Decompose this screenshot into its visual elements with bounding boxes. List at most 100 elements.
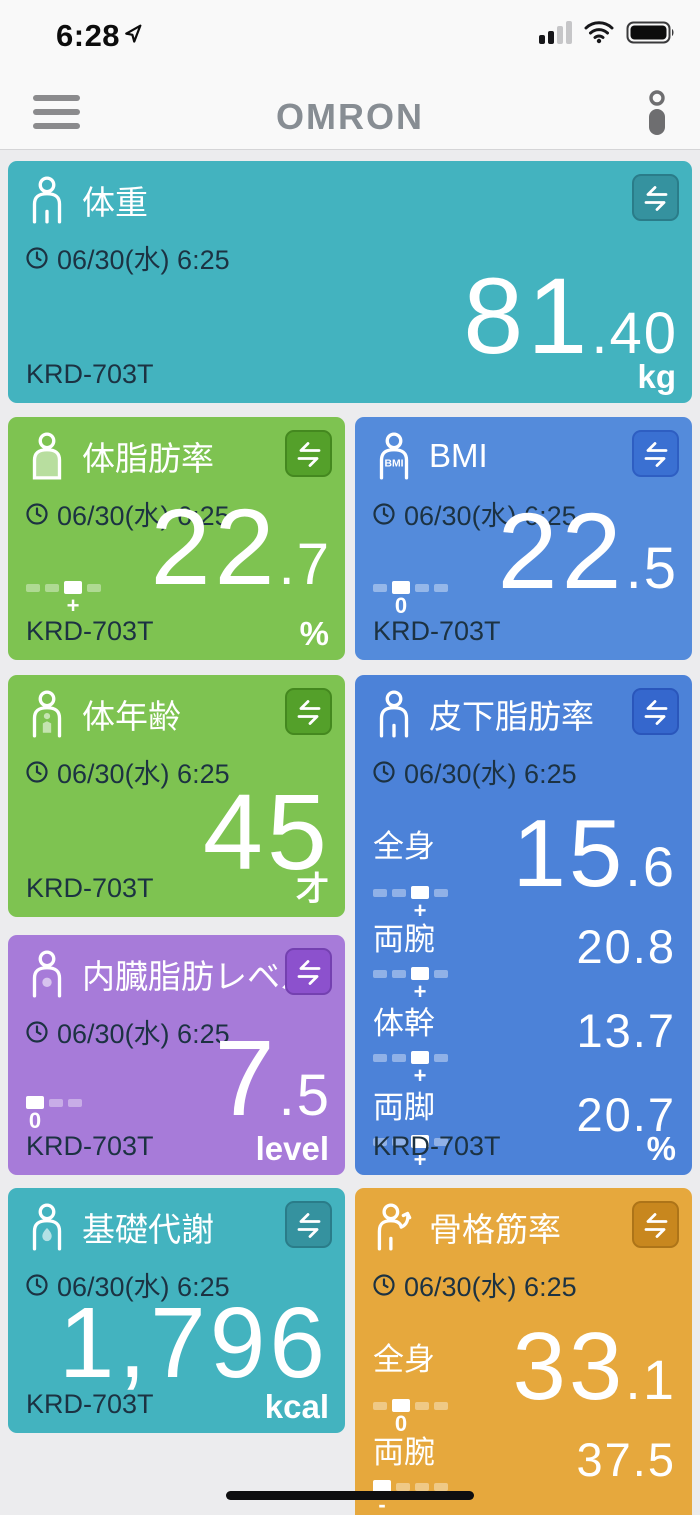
body-age-person-icon xyxy=(22,689,72,739)
body-age-value: 45 xyxy=(202,770,331,892)
sync-transfer-button[interactable] xyxy=(632,688,679,735)
segment-label: 両脚 xyxy=(373,1090,435,1125)
tile-header: 皮下脂肪率 xyxy=(369,689,620,739)
weight-value: 81.40 xyxy=(463,254,678,376)
device-model: KRD-703T xyxy=(26,359,154,389)
bmi-value: 22.5 xyxy=(497,489,678,611)
tile-title: 皮下脂肪率 xyxy=(429,698,594,735)
top-bar: 6:28 OMRON xyxy=(0,0,700,150)
tile-body-fat[interactable]: 体脂肪率 06/30(水) 6:25 22.7 + % KRD-703T xyxy=(8,417,345,660)
tile-weight[interactable]: 体重 06/30(水) 6:25 81.40 kg KRD-703T xyxy=(8,161,692,403)
tile-skeletal-muscle[interactable]: 骨格筋率 06/30(水) 6:25 全身 0 33.1 両腕 - 37. xyxy=(355,1188,692,1515)
clock-icon xyxy=(25,760,49,784)
tile-title: 体重 xyxy=(82,184,148,221)
measurement-datetime: 06/30(水) 6:25 xyxy=(372,494,577,533)
tile-title: BMI xyxy=(429,437,488,474)
row-whole-body: 全身 + 15.6 xyxy=(373,787,676,922)
skeletal-muscle-person-icon xyxy=(369,1202,419,1252)
unit-label: 才 xyxy=(296,870,329,907)
tile-header: BMI xyxy=(369,431,620,481)
row-trunk: 体幹 + 13.7 xyxy=(373,997,676,1087)
tile-title: 基礎代謝 xyxy=(82,1211,214,1248)
unit-label: kg xyxy=(637,358,676,395)
tile-header: 体脂肪率 xyxy=(22,431,273,481)
battery-icon xyxy=(626,21,674,44)
sync-transfer-button[interactable] xyxy=(285,1201,332,1248)
tile-title: 体脂肪率 xyxy=(82,440,214,477)
tile-bmi[interactable]: BMI 06/30(水) 6:25 22.5 0 KRD-703T xyxy=(355,417,692,660)
omron-logo: OMRON xyxy=(276,96,424,137)
range-gauge: + xyxy=(26,581,101,617)
range-gauge: 0 xyxy=(26,1096,82,1132)
transfer-arrows-icon xyxy=(640,696,672,728)
profile-button[interactable] xyxy=(640,88,674,138)
segment-label: 全身 xyxy=(373,829,435,864)
sync-transfer-button[interactable] xyxy=(632,430,679,477)
device-model: KRD-703T xyxy=(26,1389,154,1419)
tile-title: 内臓脂肪レベル xyxy=(82,958,313,995)
measurement-datetime: 06/30(水) 6:25 xyxy=(25,494,230,533)
range-gauge: 0 xyxy=(373,581,448,617)
clock-icon xyxy=(25,1273,49,1297)
tile-subcutaneous-fat[interactable]: 皮下脂肪率 06/30(水) 6:25 全身 + 15.6 両腕 + 20 xyxy=(355,675,692,1175)
location-services-icon xyxy=(122,22,144,44)
device-model: KRD-703T xyxy=(26,616,154,646)
segment-label: 体幹 xyxy=(373,1006,435,1041)
unit-label: level xyxy=(255,1130,329,1167)
range-gauge: 0 xyxy=(373,1399,448,1435)
row-whole-body: 全身 0 33.1 xyxy=(373,1300,676,1435)
clock-icon xyxy=(25,502,49,526)
row-trunk: 体幹 34.1 xyxy=(373,1510,676,1515)
segment-rows: 全身 0 33.1 両腕 - 37.5 体幹 34.1 xyxy=(373,1300,676,1515)
tile-body-age[interactable]: 体年齢 06/30(水) 6:25 45 才 KRD-703T xyxy=(8,675,345,917)
clock-icon xyxy=(372,502,396,526)
range-gauge: + xyxy=(373,1135,448,1171)
bmi-person-icon xyxy=(369,431,419,481)
menu-button[interactable] xyxy=(33,95,80,129)
row-both-arms: 両腕 - 37.5 xyxy=(373,1426,676,1515)
transfer-arrows-icon xyxy=(293,1209,325,1241)
transfer-arrows-icon xyxy=(293,438,325,470)
transfer-arrows-icon xyxy=(640,182,672,214)
tile-header: 骨格筋率 xyxy=(369,1202,620,1252)
unit-label: % xyxy=(646,1130,676,1167)
device-model: KRD-703T xyxy=(373,616,501,646)
segment-label: 全身 xyxy=(373,1342,435,1377)
cellular-signal-icon xyxy=(539,20,572,44)
tile-title: 骨格筋率 xyxy=(429,1211,561,1248)
segment-label: 両腕 xyxy=(373,922,435,957)
sync-transfer-button[interactable] xyxy=(632,174,679,221)
subcutaneous-fat-person-icon xyxy=(369,689,419,739)
transfer-arrows-icon xyxy=(293,956,325,988)
tile-basal-metabolism[interactable]: 基礎代謝 06/30(水) 6:25 1,796 kcal KRD-703T xyxy=(8,1188,345,1433)
range-gauge: + xyxy=(373,967,448,1003)
segment-label: 両腕 xyxy=(373,1435,435,1470)
status-time: 6:28 xyxy=(56,18,121,53)
sync-transfer-button[interactable] xyxy=(285,430,332,477)
unit-label: % xyxy=(299,615,329,652)
range-gauge: + xyxy=(373,1051,448,1087)
segment-value: 33.1 xyxy=(512,1313,676,1421)
sync-transfer-button[interactable] xyxy=(285,948,332,995)
home-indicator[interactable] xyxy=(226,1491,474,1500)
basal-metabolism-value: 1,796 xyxy=(58,1287,329,1399)
transfer-arrows-icon xyxy=(640,1209,672,1241)
tile-header: 内臓脂肪レベル xyxy=(22,949,313,999)
body-fat-person-icon xyxy=(22,431,72,481)
clock-icon xyxy=(372,760,396,784)
sync-transfer-button[interactable] xyxy=(285,688,332,735)
measurement-datetime: 06/30(水) 6:25 xyxy=(372,1265,577,1304)
body-fat-value: 22.7 xyxy=(150,485,331,607)
clock-icon xyxy=(25,1020,49,1044)
range-gauge: - xyxy=(373,1480,448,1515)
wifi-icon xyxy=(584,21,614,44)
device-model: KRD-703T xyxy=(373,1131,501,1161)
tile-header: 体重 xyxy=(22,175,620,225)
row-both-arms: 両腕 + 20.8 xyxy=(373,913,676,1003)
sync-transfer-button[interactable] xyxy=(632,1201,679,1248)
basal-metabolism-person-icon xyxy=(22,1202,72,1252)
segment-value: 37.5 xyxy=(576,1432,676,1486)
tile-visceral-fat[interactable]: 内臓脂肪レベル 06/30(水) 6:25 7.5 0 level KRD-70… xyxy=(8,935,345,1175)
segment-value: 20.7 xyxy=(576,1087,676,1141)
